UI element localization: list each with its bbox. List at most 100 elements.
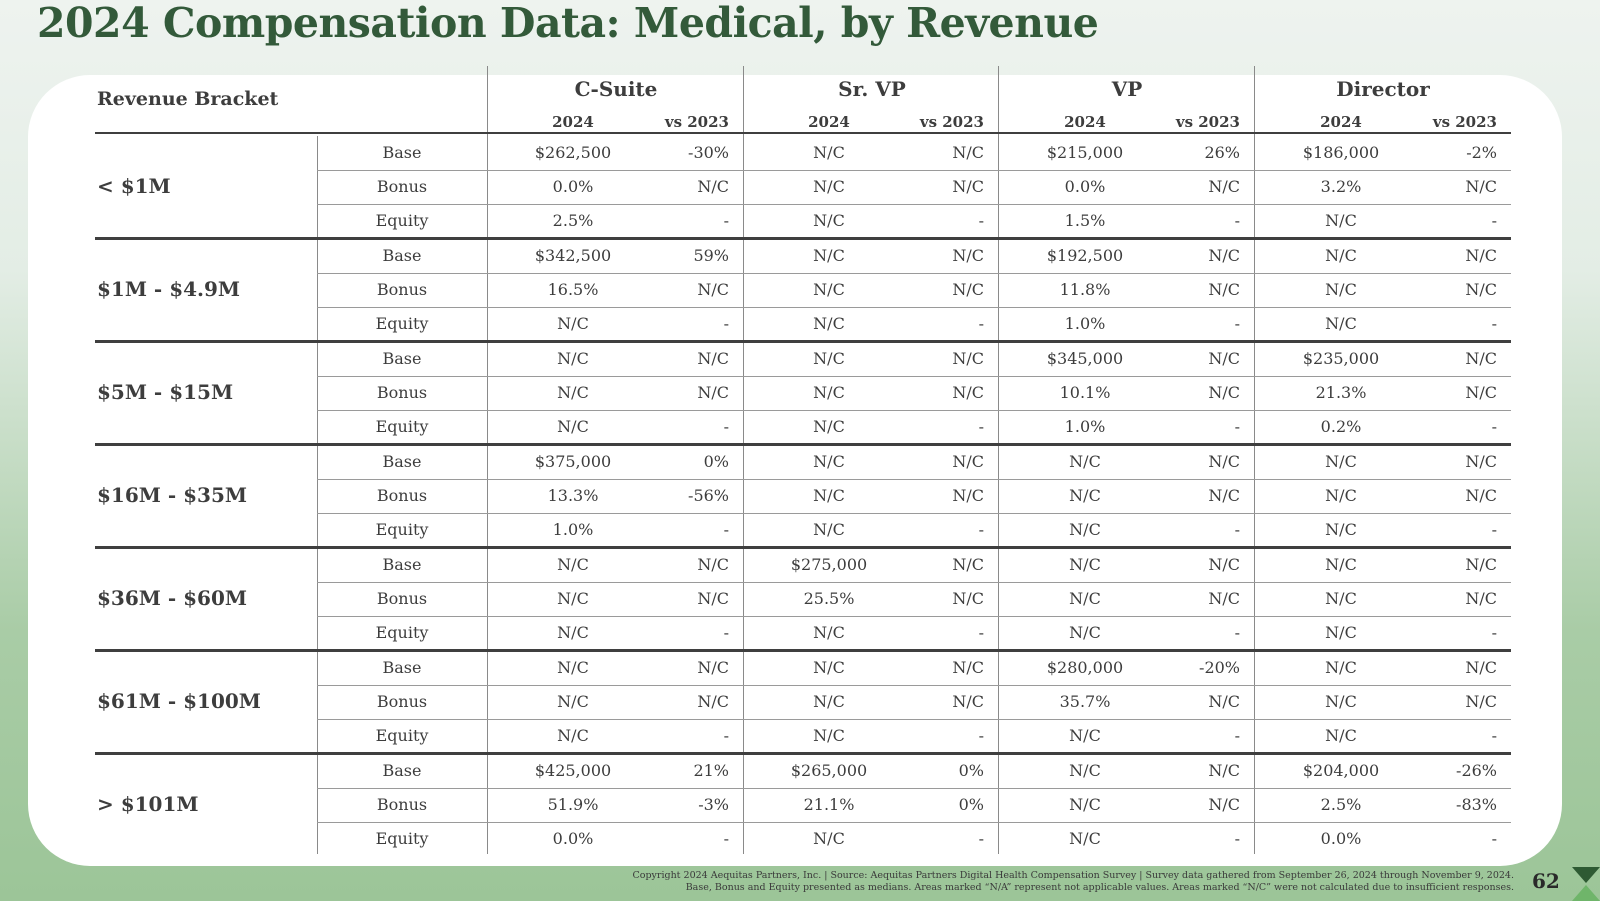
value-2024-cell: N/C	[813, 486, 845, 505]
value-2024-cell: 1.0%	[1064, 314, 1106, 333]
table-card	[28, 75, 1562, 866]
column-group-header: VP	[1111, 77, 1143, 101]
column-group-header: C-Suite	[574, 77, 658, 101]
vs-2023-cell: -	[978, 829, 984, 848]
value-2024-cell: $280,000	[1046, 658, 1124, 677]
page-number: 62	[1532, 869, 1560, 893]
bracket-label: > $101M	[97, 791, 199, 816]
vs-2023-cell: N/C	[952, 589, 984, 608]
value-2024-cell: 1.0%	[552, 520, 594, 539]
row-divider	[317, 170, 1511, 171]
metric-label: Equity	[375, 726, 429, 745]
row-divider	[317, 685, 1511, 686]
value-2024-cell: $342,500	[534, 246, 612, 265]
value-2024-cell: N/C	[1325, 211, 1357, 230]
vs-2023-cell: -	[1234, 829, 1240, 848]
value-2024-cell: N/C	[1325, 555, 1357, 574]
vs-2023-cell: N/C	[952, 555, 984, 574]
vs-2023-cell: 59%	[693, 246, 729, 265]
vs-2023-cell: -83%	[1456, 795, 1497, 814]
vs-2023-cell: -	[723, 726, 729, 745]
value-2024-cell: N/C	[813, 623, 845, 642]
vs-2023-cell: -2%	[1466, 143, 1497, 162]
metric-label: Base	[382, 761, 422, 780]
row-divider	[317, 410, 1511, 411]
header-rule	[95, 132, 1511, 134]
vs-2023-cell: N/C	[1208, 589, 1240, 608]
subheader-2024: 2024	[552, 113, 594, 131]
value-2024-cell: N/C	[1069, 452, 1101, 471]
vs-2023-cell: N/C	[1465, 555, 1497, 574]
vs-2023-cell: N/C	[697, 383, 729, 402]
subheader-2024: 2024	[1320, 113, 1362, 131]
vs-2023-cell: N/C	[697, 177, 729, 196]
value-2024-cell: N/C	[813, 383, 845, 402]
bracket-label: $61M - $100M	[97, 688, 261, 713]
value-2024-cell: $375,000	[534, 452, 612, 471]
value-2024-cell: N/C	[813, 829, 845, 848]
vs-2023-cell: N/C	[1208, 486, 1240, 505]
value-2024-cell: $262,500	[534, 143, 612, 162]
value-2024-cell: $192,500	[1046, 246, 1124, 265]
column-divider	[998, 66, 999, 854]
value-2024-cell: 25.5%	[803, 589, 855, 608]
value-2024-cell: $186,000	[1302, 143, 1380, 162]
metric-label: Equity	[375, 623, 429, 642]
vs-2023-cell: -	[1491, 623, 1497, 642]
value-2024-cell: N/C	[557, 623, 589, 642]
value-2024-cell: $235,000	[1302, 349, 1380, 368]
vs-2023-cell: N/C	[1465, 658, 1497, 677]
vs-2023-cell: -20%	[1199, 658, 1240, 677]
vs-2023-cell: -	[1491, 211, 1497, 230]
vs-2023-cell: N/C	[952, 658, 984, 677]
vs-2023-cell: -30%	[688, 143, 729, 162]
value-2024-cell: N/C	[1325, 589, 1357, 608]
vs-2023-cell: N/C	[1208, 795, 1240, 814]
vs-2023-cell: N/C	[952, 280, 984, 299]
column-divider	[317, 136, 318, 854]
vs-2023-cell: N/C	[1208, 280, 1240, 299]
bracket-divider	[95, 546, 1511, 549]
row-divider	[317, 273, 1511, 274]
value-2024-cell: N/C	[1325, 246, 1357, 265]
value-2024-cell: N/C	[557, 589, 589, 608]
value-2024-cell: 21.3%	[1315, 383, 1367, 402]
vs-2023-cell: N/C	[1208, 761, 1240, 780]
bracket-divider	[95, 237, 1511, 240]
value-2024-cell: 1.5%	[1064, 211, 1106, 230]
bracket-label: $5M - $15M	[97, 379, 234, 404]
value-2024-cell: N/C	[1325, 692, 1357, 711]
subheader-vs-2023: vs 2023	[664, 113, 729, 131]
vs-2023-cell: -	[1491, 726, 1497, 745]
row-divider	[317, 582, 1511, 583]
vs-2023-cell: -	[723, 314, 729, 333]
vs-2023-cell: N/C	[952, 246, 984, 265]
vs-2023-cell: N/C	[1465, 486, 1497, 505]
vs-2023-cell: 0%	[958, 761, 984, 780]
value-2024-cell: 0.0%	[1064, 177, 1106, 196]
bracket-label: < $1M	[97, 173, 171, 198]
row-divider	[317, 307, 1511, 308]
vs-2023-cell: N/C	[1208, 177, 1240, 196]
value-2024-cell: N/C	[1325, 623, 1357, 642]
value-2024-cell: N/C	[813, 726, 845, 745]
bracket-label: $36M - $60M	[97, 585, 247, 610]
bracket-divider	[95, 443, 1511, 446]
vs-2023-cell: N/C	[1208, 452, 1240, 471]
vs-2023-cell: -26%	[1456, 761, 1497, 780]
footer-note: Copyright 2024 Aequitas Partners, Inc. |…	[632, 870, 1514, 894]
value-2024-cell: 51.9%	[547, 795, 599, 814]
value-2024-cell: 1.0%	[1064, 417, 1106, 436]
metric-label: Base	[382, 349, 422, 368]
column-divider	[743, 66, 744, 854]
value-2024-cell: 2.5%	[552, 211, 594, 230]
vs-2023-cell: N/C	[1465, 589, 1497, 608]
value-2024-cell: N/C	[813, 452, 845, 471]
metric-label: Bonus	[376, 177, 428, 196]
vs-2023-cell: -	[723, 623, 729, 642]
vs-2023-cell: 0%	[703, 452, 729, 471]
vs-2023-cell: -	[1234, 314, 1240, 333]
value-2024-cell: 21.1%	[803, 795, 855, 814]
column-group-header: Director	[1336, 77, 1430, 101]
bracket-label: $1M - $4.9M	[97, 276, 241, 301]
